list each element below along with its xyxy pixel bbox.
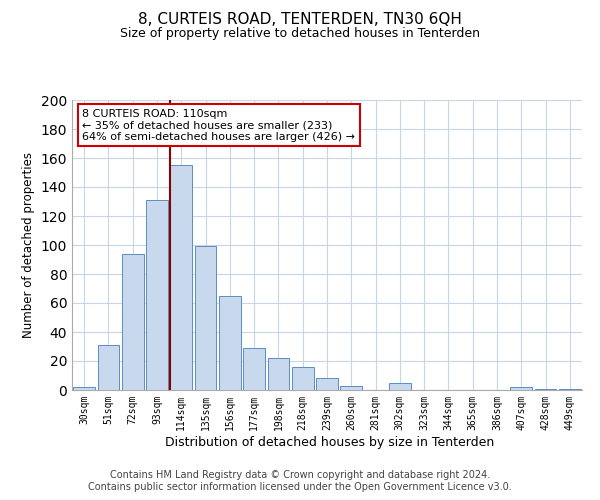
- Bar: [219, 296, 241, 390]
- Bar: [511, 387, 532, 390]
- Bar: [146, 200, 168, 390]
- Bar: [292, 367, 314, 390]
- Bar: [194, 246, 217, 390]
- Bar: [243, 348, 265, 390]
- Text: 8, CURTEIS ROAD, TENTERDEN, TN30 6QH: 8, CURTEIS ROAD, TENTERDEN, TN30 6QH: [138, 12, 462, 28]
- Bar: [97, 345, 119, 390]
- Bar: [340, 386, 362, 390]
- Bar: [122, 254, 143, 390]
- Bar: [268, 358, 289, 390]
- Text: Size of property relative to detached houses in Tenterden: Size of property relative to detached ho…: [120, 28, 480, 40]
- Bar: [316, 378, 338, 390]
- Bar: [559, 388, 581, 390]
- Text: Distribution of detached houses by size in Tenterden: Distribution of detached houses by size …: [166, 436, 494, 449]
- Y-axis label: Number of detached properties: Number of detached properties: [22, 152, 35, 338]
- Text: Contains public sector information licensed under the Open Government Licence v3: Contains public sector information licen…: [88, 482, 512, 492]
- Bar: [535, 388, 556, 390]
- Bar: [170, 165, 192, 390]
- Bar: [73, 387, 95, 390]
- Bar: [389, 383, 411, 390]
- Text: 8 CURTEIS ROAD: 110sqm
← 35% of detached houses are smaller (233)
64% of semi-de: 8 CURTEIS ROAD: 110sqm ← 35% of detached…: [82, 108, 355, 142]
- Text: Contains HM Land Registry data © Crown copyright and database right 2024.: Contains HM Land Registry data © Crown c…: [110, 470, 490, 480]
